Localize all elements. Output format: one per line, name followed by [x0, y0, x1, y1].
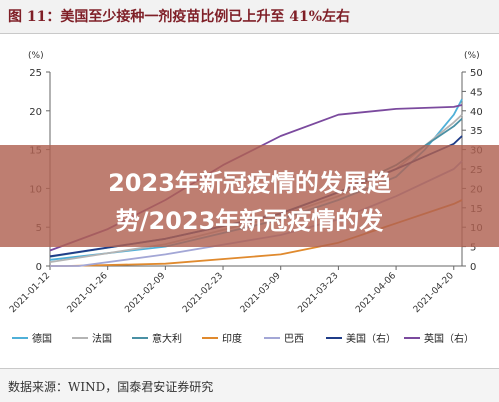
left-tick-label: 0 [36, 262, 42, 273]
right-tick-label: 45 [470, 87, 483, 98]
right-tick-label: 35 [470, 126, 483, 137]
title-bar: 图 11：美国至少接种一剂疫苗比例已上升至 41%左右 [0, 0, 499, 34]
x-tick-label: 2021-01-26 [66, 271, 110, 315]
x-tick-label: 2021-02-09 [123, 271, 167, 315]
legend-label: 印度 [222, 332, 242, 345]
x-tick-label: 2021-04-06 [354, 271, 398, 315]
left-axis-unit: (%) [28, 51, 44, 61]
legend-label: 法国 [92, 332, 112, 345]
legend-label: 意大利 [152, 332, 182, 345]
banner-line-2: 势/2023年新冠疫情的发 [115, 207, 384, 235]
data-source: 数据来源：WIND，国泰君安证券研究 [8, 380, 214, 394]
right-tick-label: 40 [470, 107, 483, 118]
x-tick-label: 2021-04-20 [412, 271, 456, 315]
line-chart: (%)0510152025(%)051015202530354045502021… [8, 51, 483, 345]
x-tick-label: 2021-03-09 [239, 271, 283, 315]
legend-label: 德国 [32, 332, 52, 345]
legend-label: 美国（右） [346, 332, 396, 345]
left-tick-label: 20 [29, 107, 42, 118]
right-tick-label: 0 [470, 262, 476, 273]
legend-label: 英国（右） [424, 332, 474, 345]
left-tick-label: 25 [29, 68, 42, 79]
right-tick-label: 50 [470, 68, 483, 79]
source-bar: 数据来源：WIND，国泰君安证券研究 [0, 368, 499, 402]
legend-label: 巴西 [284, 333, 304, 345]
watermark-banner: 2023年新冠疫情的发展趋 势/2023年新冠疫情的发 [0, 145, 499, 247]
x-tick-label: 2021-01-12 [8, 271, 52, 315]
right-tick-label: 5 [470, 243, 476, 254]
x-tick-label: 2021-03-23 [296, 271, 340, 315]
right-axis-unit: (%) [464, 51, 480, 61]
x-tick-label: 2021-02-23 [181, 271, 225, 315]
figure-title: 图 11：美国至少接种一剂疫苗比例已上升至 41%左右 [8, 9, 351, 25]
banner-line-1: 2023年新冠疫情的发展趋 [108, 169, 391, 197]
chart-area: (%)0510152025(%)051015202530354045502021… [0, 34, 499, 364]
